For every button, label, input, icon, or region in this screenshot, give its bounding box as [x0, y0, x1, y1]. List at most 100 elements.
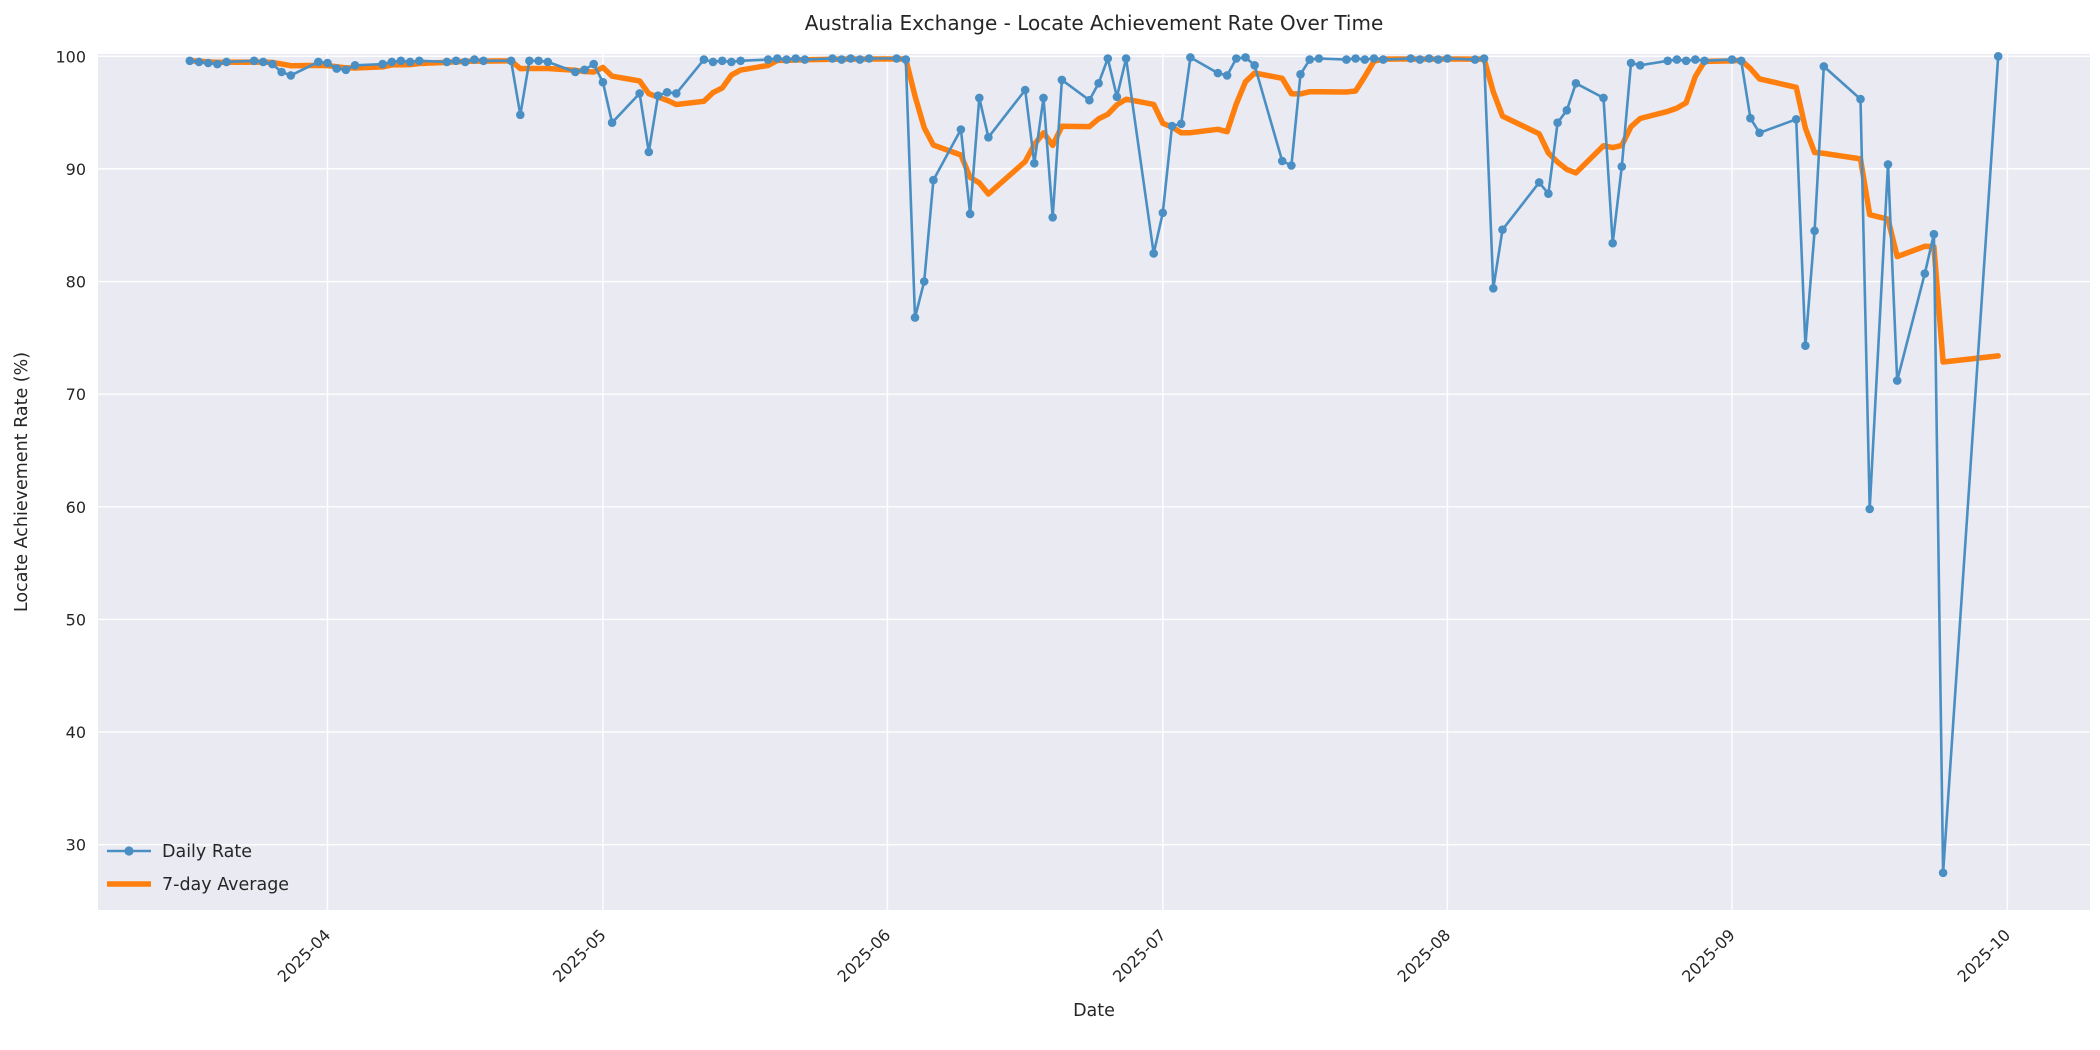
daily-rate-marker [1865, 504, 1874, 514]
daily-rate-marker [525, 56, 534, 66]
daily-rate-marker [864, 54, 874, 63]
daily-rate-marker [323, 58, 332, 68]
daily-rate-marker [1470, 55, 1480, 64]
daily-rate-marker [470, 55, 479, 64]
x-tick-label: 2025-09 [1678, 925, 1739, 986]
daily-rate-marker [442, 57, 452, 67]
daily-rate-marker [1617, 162, 1627, 171]
daily-rate-marker [1048, 213, 1057, 222]
legend-daily-marker-swatch [124, 846, 134, 856]
daily-rate-marker [607, 118, 617, 127]
daily-rate-marker [644, 147, 654, 157]
daily-rate-marker [791, 54, 800, 63]
daily-rate-marker [773, 54, 782, 63]
x-axis-label: Date [1073, 1001, 1115, 1021]
daily-rate-marker [1250, 61, 1259, 70]
daily-rate-marker [1020, 85, 1030, 95]
daily-rate-marker [1121, 54, 1131, 63]
daily-rate-marker [1791, 115, 1801, 124]
daily-rate-marker [185, 56, 195, 66]
daily-rate-marker [1149, 249, 1158, 258]
daily-rate-marker [1553, 118, 1562, 127]
daily-rate-marker [1406, 54, 1415, 63]
daily-rate-marker [1571, 79, 1581, 88]
daily-rate-marker [1892, 376, 1902, 385]
y-tick-label: 70 [66, 385, 86, 404]
daily-rate-marker [1727, 55, 1737, 64]
daily-rate-marker [534, 56, 543, 66]
daily-rate-marker [543, 57, 553, 67]
daily-rate-marker [1626, 58, 1636, 68]
daily-rate-marker [736, 56, 745, 66]
legend-daily-label: Daily Rate [162, 842, 252, 862]
daily-rate-marker [929, 175, 938, 185]
daily-rate-marker [1929, 229, 1939, 239]
daily-rate-marker [1277, 156, 1287, 166]
daily-rate-marker [332, 64, 342, 73]
daily-rate-marker [956, 125, 966, 134]
daily-rate-marker [782, 55, 791, 64]
daily-rate-marker [249, 56, 259, 66]
daily-rate-marker [589, 59, 598, 69]
daily-rate-marker [341, 65, 351, 75]
daily-rate-marker [1801, 341, 1810, 351]
daily-rate-marker [194, 57, 204, 67]
daily-rate-marker [378, 59, 387, 69]
daily-rate-marker [1176, 119, 1186, 129]
y-axis-tick-labels: 30 40 50 60 70 80 90 100 [55, 47, 86, 854]
daily-rate-marker [1672, 55, 1682, 64]
daily-rate-marker [1691, 55, 1700, 64]
y-tick-label: 100 [55, 47, 86, 66]
daily-rate-marker [1039, 93, 1048, 103]
daily-rate-marker [286, 71, 296, 80]
daily-rate-marker [277, 67, 286, 77]
daily-rate-marker [1819, 62, 1829, 71]
daily-rate-marker [662, 88, 672, 97]
daily-rate-marker [396, 56, 406, 66]
daily-rate-marker [1186, 53, 1195, 62]
daily-rate-marker [1443, 54, 1452, 63]
daily-rate-marker [1030, 159, 1039, 168]
y-tick-label: 60 [66, 498, 86, 517]
daily-rate-marker [258, 57, 268, 67]
daily-rate-marker [479, 56, 488, 66]
daily-rate-marker [1433, 55, 1443, 64]
daily-rate-marker [1599, 93, 1608, 103]
daily-rate-marker [1241, 53, 1250, 62]
daily-rate-marker [1993, 52, 2003, 61]
daily-rate-marker [598, 77, 608, 87]
daily-rate-marker [800, 55, 810, 64]
daily-rate-marker [571, 67, 580, 77]
daily-rate-marker [1479, 54, 1489, 63]
daily-rate-marker [213, 59, 222, 69]
legend-average-label: 7-day Average [162, 875, 289, 895]
daily-rate-marker [387, 57, 397, 67]
daily-rate-marker [1681, 56, 1691, 66]
daily-rate-marker [1232, 54, 1241, 63]
daily-rate-marker [1378, 55, 1388, 64]
daily-rate-marker [222, 57, 231, 67]
daily-rate-marker [460, 57, 470, 67]
daily-rate-marker [984, 133, 993, 142]
daily-rate-marker [1544, 189, 1553, 198]
daily-rate-marker [350, 61, 360, 70]
daily-rate-marker [901, 55, 911, 64]
daily-rate-marker [1562, 106, 1572, 115]
x-axis-tick-labels: 2025-04 2025-05 2025-06 2025-07 2025-08 2025-… [274, 925, 2015, 986]
x-tick-label: 2025-05 [549, 925, 610, 986]
daily-rate-marker [203, 58, 213, 68]
daily-rate-marker [837, 55, 846, 64]
y-axis-label: Locate Achievement Rate (%) [12, 352, 32, 612]
daily-rate-marker [1736, 56, 1746, 66]
daily-rate-marker [1158, 208, 1168, 218]
daily-rate-marker [975, 93, 984, 103]
daily-rate-marker [1856, 94, 1865, 104]
x-tick-label: 2025-06 [834, 925, 895, 986]
daily-rate-marker [965, 209, 975, 219]
daily-rate-marker [1305, 55, 1314, 64]
daily-rate-series [185, 52, 2003, 878]
daily-rate-marker [1351, 54, 1360, 63]
daily-rate-marker [1213, 68, 1223, 78]
daily-rate-marker [1700, 56, 1709, 66]
